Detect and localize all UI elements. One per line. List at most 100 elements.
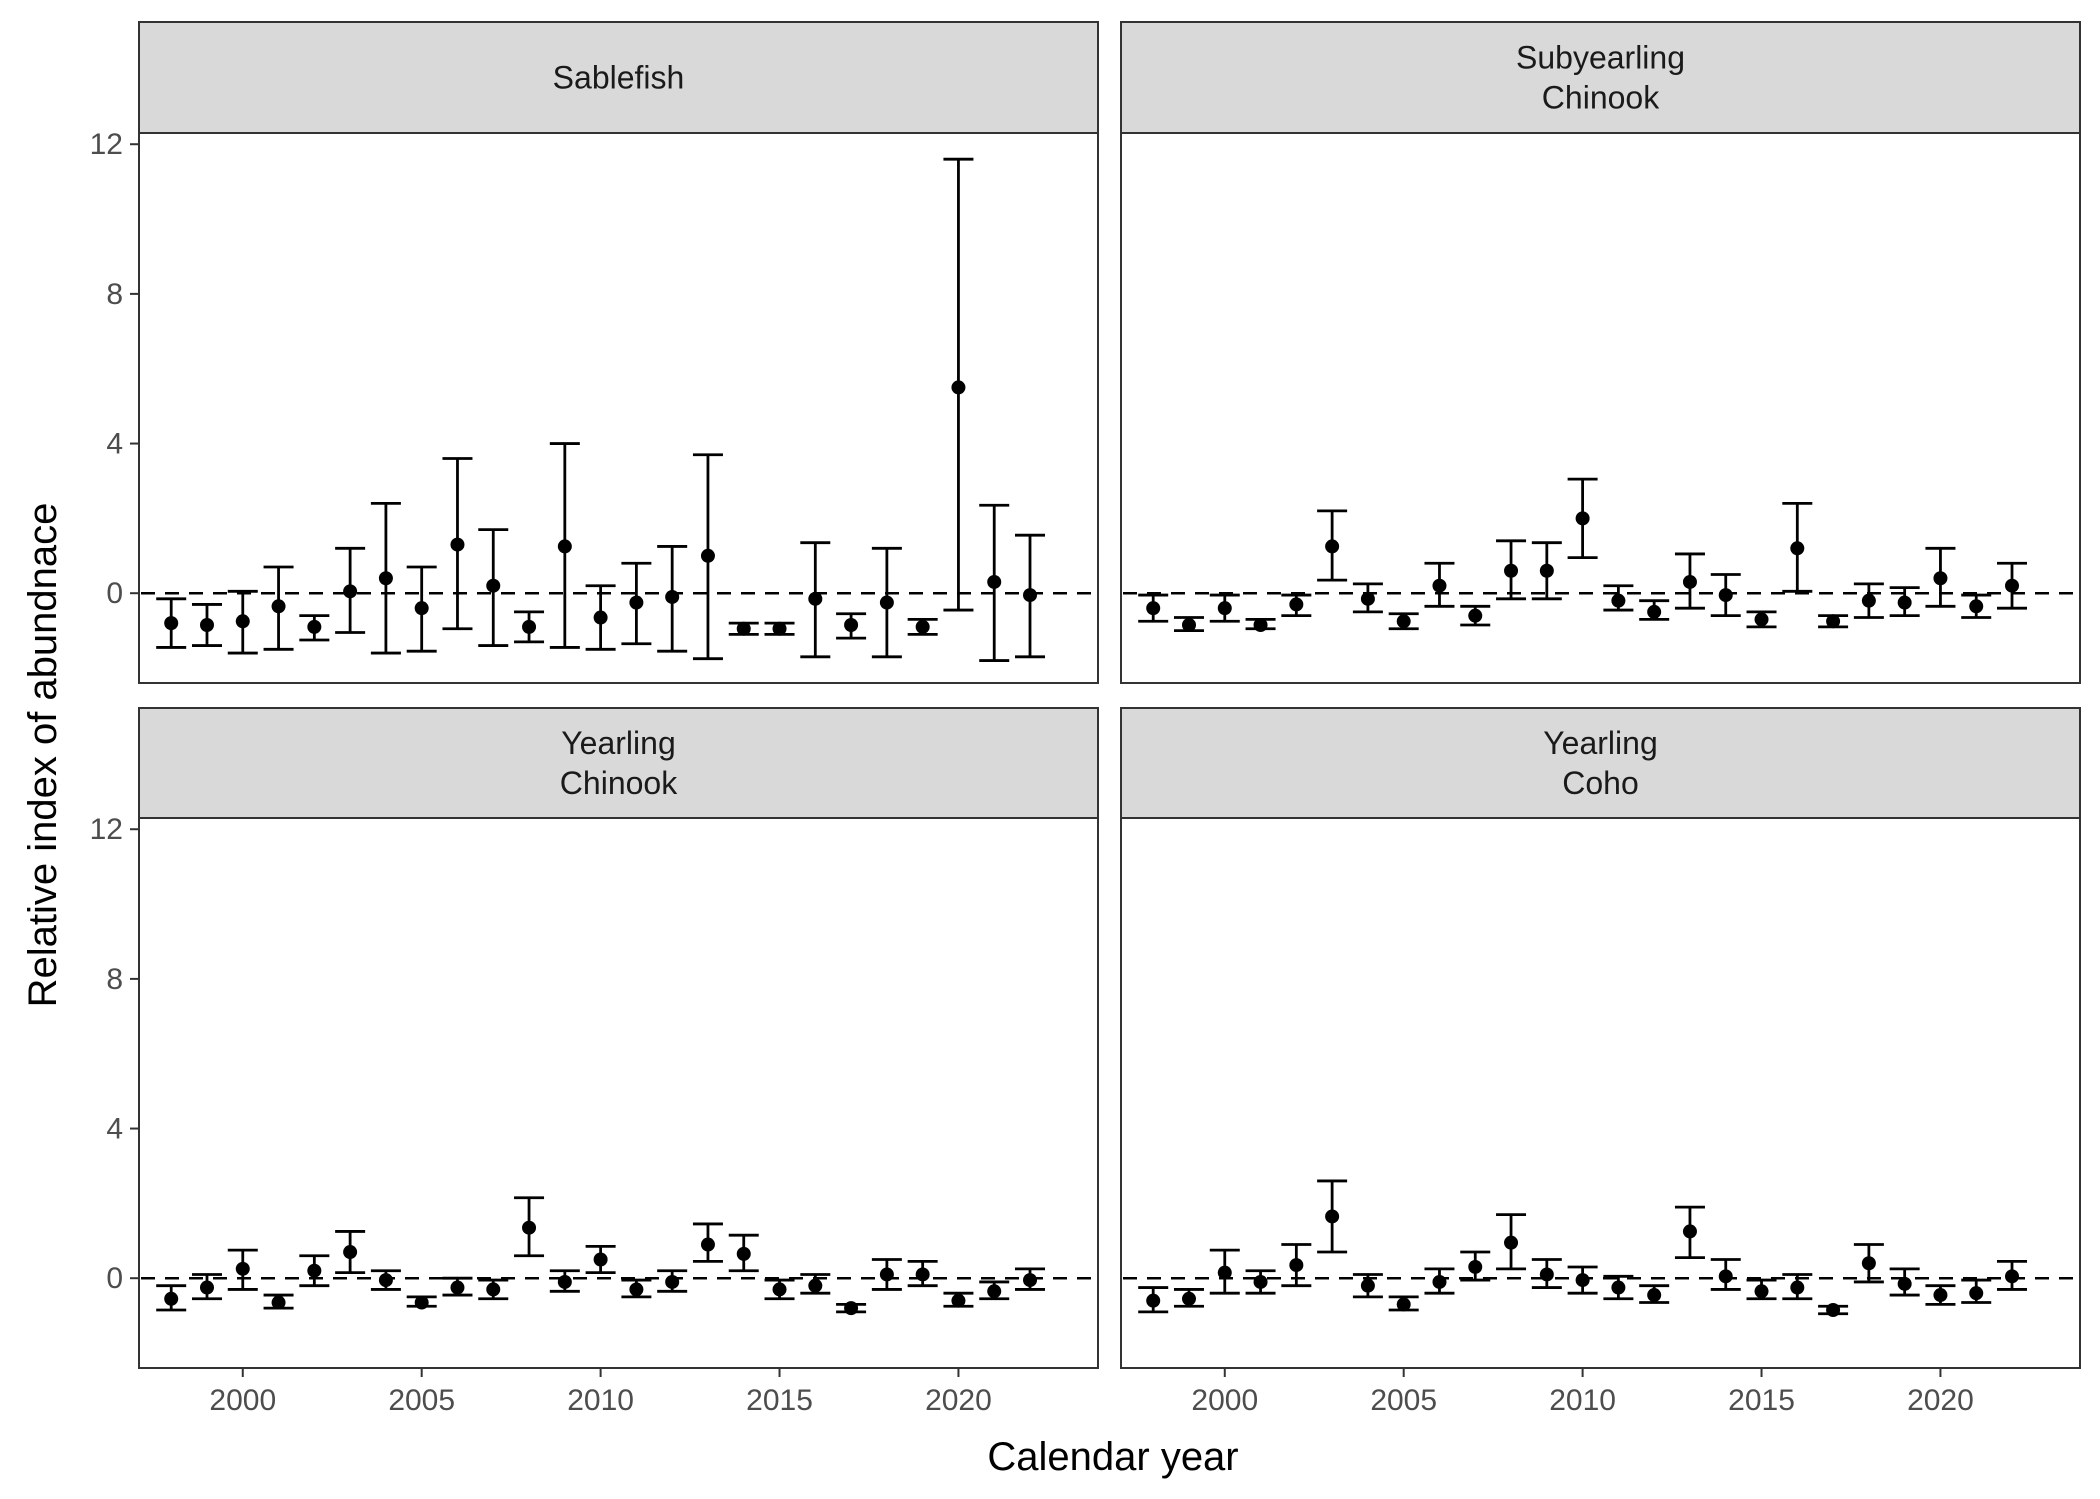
- data-point-2001: [271, 1295, 286, 1310]
- facet-strip-label: Yearling: [561, 725, 675, 761]
- data-point-2010: [1575, 1273, 1590, 1288]
- plot-area: [1120, 132, 2081, 684]
- data-point-1999: [199, 1280, 214, 1295]
- plot-area: [138, 817, 1099, 1369]
- data-point-2020: [1933, 1288, 1948, 1303]
- data-point-2007: [1468, 1259, 1483, 1274]
- facet-strip-label: Chinook: [1542, 80, 1660, 116]
- data-point-2013: [1682, 574, 1697, 589]
- data-point-2011: [1611, 593, 1626, 608]
- y-tick-label: 8: [106, 963, 123, 996]
- data-point-2020: [951, 1293, 966, 1308]
- data-point-2004: [378, 571, 393, 586]
- y-tick-label: 0: [106, 577, 123, 610]
- x-tick-label: 2015: [1728, 1384, 1795, 1417]
- data-point-2014: [1718, 1269, 1733, 1284]
- data-point-2020: [951, 380, 966, 395]
- data-point-2005: [1396, 1297, 1411, 1312]
- data-point-2001: [1253, 1274, 1268, 1289]
- data-point-1998: [164, 616, 179, 631]
- data-point-2018: [879, 1267, 894, 1282]
- data-point-2014: [736, 621, 751, 636]
- data-point-2022: [2005, 578, 2020, 593]
- data-point-2011: [629, 595, 644, 610]
- data-point-2007: [486, 578, 501, 593]
- data-point-2000: [1217, 1265, 1232, 1280]
- data-point-1998: [164, 1291, 179, 1306]
- x-tick-label: 2000: [1191, 1384, 1258, 1417]
- x-tick-label: 2020: [925, 1384, 992, 1417]
- facet-panel-4: Yearling Coho: [1120, 707, 2081, 1369]
- data-point-2014: [736, 1246, 751, 1261]
- data-point-2004: [1360, 1278, 1375, 1293]
- x-tick-label: 2020: [1907, 1384, 1974, 1417]
- data-point-2013: [700, 548, 715, 563]
- data-point-2009: [557, 1274, 572, 1289]
- y-axis-title: Relative index of abundnace: [21, 503, 65, 1008]
- y-tick-label: 0: [106, 1262, 123, 1295]
- data-point-2006: [1432, 578, 1447, 593]
- data-point-2014: [1718, 588, 1733, 603]
- data-point-2007: [1468, 608, 1483, 623]
- facet-strip: [1120, 707, 2081, 819]
- data-point-2018: [1861, 593, 1876, 608]
- data-point-2002: [307, 1263, 322, 1278]
- data-point-2003: [1325, 539, 1340, 554]
- data-point-2017: [1826, 614, 1841, 629]
- data-point-2004: [1360, 591, 1375, 606]
- data-point-2015: [1754, 612, 1769, 627]
- data-point-2003: [1325, 1209, 1340, 1224]
- data-point-2018: [879, 595, 894, 610]
- data-point-2001: [271, 599, 286, 614]
- data-point-2006: [450, 1280, 465, 1295]
- x-tick-label: 2005: [388, 1384, 455, 1417]
- data-point-2004: [378, 1273, 393, 1288]
- data-point-1998: [1146, 1293, 1161, 1308]
- data-point-2008: [522, 1220, 537, 1235]
- data-point-2013: [700, 1237, 715, 1252]
- facet-strip: [1120, 21, 2081, 134]
- data-point-2017: [1826, 1303, 1841, 1318]
- data-point-2012: [665, 589, 680, 604]
- data-point-2021: [987, 1284, 1002, 1299]
- data-point-2010: [593, 610, 608, 625]
- data-point-2015: [772, 1282, 787, 1297]
- data-point-2009: [1539, 1267, 1554, 1282]
- y-tick-label: 8: [106, 278, 123, 311]
- data-point-2021: [1969, 599, 1984, 614]
- data-point-2019: [915, 1267, 930, 1282]
- data-point-2008: [522, 619, 537, 634]
- data-point-2005: [414, 601, 429, 616]
- data-point-1999: [1181, 1291, 1196, 1306]
- data-point-2010: [1575, 511, 1590, 526]
- data-point-2012: [665, 1274, 680, 1289]
- facet-panel-2: Subyearling Chinook: [1120, 21, 2081, 684]
- x-tick-label: 2005: [1370, 1384, 1437, 1417]
- facet-strip-label: Sablefish: [553, 60, 685, 96]
- data-point-2002: [1289, 597, 1304, 612]
- plot-area: [1120, 817, 2081, 1369]
- data-point-2012: [1647, 604, 1662, 619]
- y-tick-label: 4: [106, 1113, 123, 1146]
- data-point-2001: [1253, 618, 1268, 633]
- data-point-2015: [772, 621, 787, 636]
- data-point-2021: [987, 574, 1002, 589]
- facet-strip-label: Subyearling: [1516, 40, 1685, 76]
- x-tick-label: 2010: [567, 1384, 634, 1417]
- data-point-2019: [915, 619, 930, 634]
- data-point-2007: [486, 1282, 501, 1297]
- x-tick-label: 2015: [746, 1384, 813, 1417]
- plot-area: [138, 132, 1099, 684]
- data-point-2000: [235, 614, 250, 629]
- data-point-2020: [1933, 571, 1948, 586]
- data-point-2005: [414, 1295, 429, 1310]
- facet-panel-1: Sablefish: [138, 21, 1099, 684]
- facet-strip: [138, 707, 1099, 819]
- data-point-2008: [1504, 1235, 1519, 1250]
- axes-layer: 0 4 8 12 0 4 8 12 2000 2005 2010 2015 2020 2000 2005 20…: [90, 128, 1974, 1417]
- data-point-2022: [1023, 588, 1038, 603]
- data-point-2003: [343, 1245, 358, 1260]
- data-point-2005: [1396, 614, 1411, 629]
- x-tick-label: 2010: [1549, 1384, 1616, 1417]
